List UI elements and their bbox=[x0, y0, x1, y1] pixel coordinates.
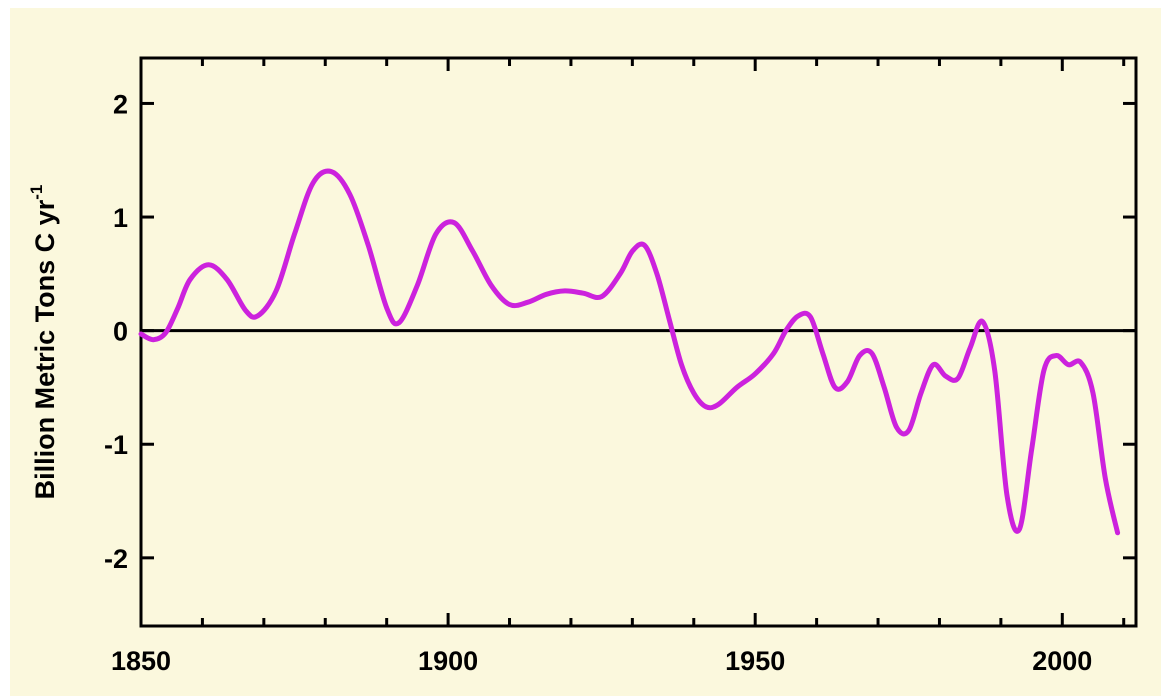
y-tick-label: 1 bbox=[113, 203, 128, 233]
y-axis-title: Billion Metric Tons C yr-1 bbox=[27, 185, 60, 500]
y-tick-label: -1 bbox=[104, 430, 128, 460]
x-tick-label: 1850 bbox=[111, 646, 171, 676]
x-tick-label: 2000 bbox=[1032, 646, 1092, 676]
y-tick-label: 0 bbox=[113, 317, 128, 347]
tick-marks bbox=[139, 58, 1136, 626]
x-tick-labels: 1850 1900 1950 2000 bbox=[111, 646, 1092, 676]
y-tick-labels: 2 1 0 -1 -2 bbox=[104, 89, 128, 573]
y-tick-label: 2 bbox=[113, 89, 128, 119]
chart-panel: 1850 1900 1950 2000 2 1 0 -1 -2 Billion Metric … bbox=[10, 8, 1161, 696]
x-tick-label: 1950 bbox=[725, 646, 785, 676]
x-tick-label: 1900 bbox=[418, 646, 478, 676]
series-line bbox=[138, 168, 1121, 536]
y-tick-label: -2 bbox=[104, 544, 128, 574]
line-chart: 1850 1900 1950 2000 2 1 0 -1 -2 Billion Metric … bbox=[27, 56, 1138, 676]
plot-frame bbox=[139, 56, 1138, 628]
